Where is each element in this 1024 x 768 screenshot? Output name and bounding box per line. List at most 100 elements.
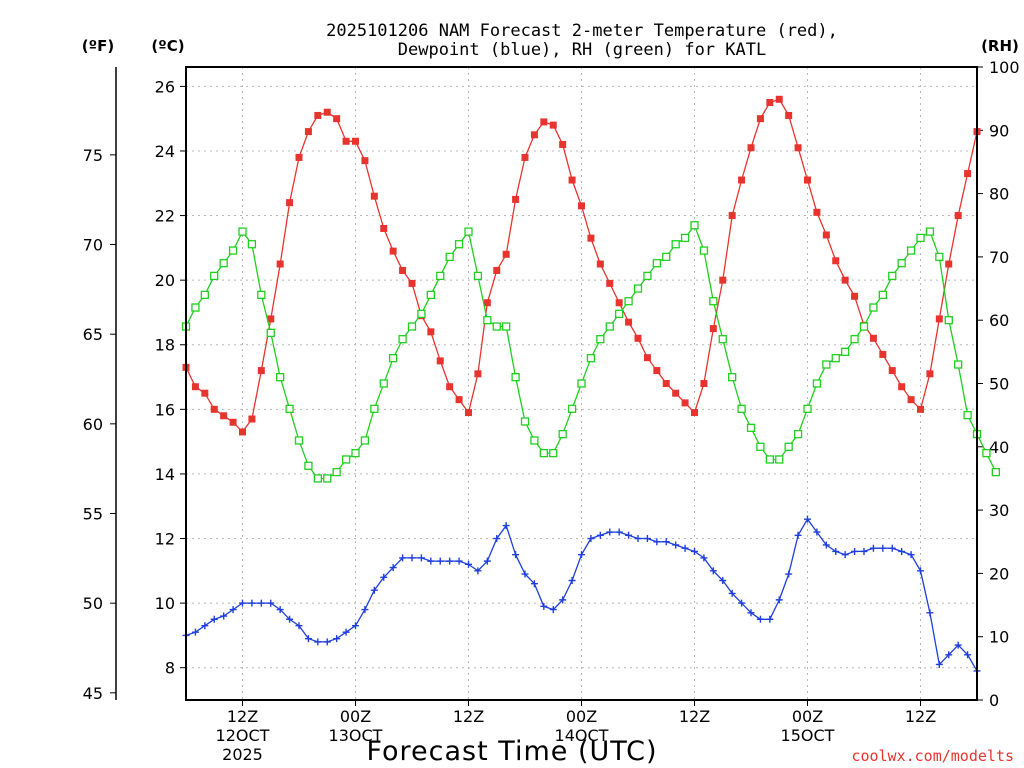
dewpoint-point bbox=[267, 599, 275, 607]
celsius-tick-label: 16 bbox=[155, 400, 175, 419]
temperature-point bbox=[804, 176, 811, 184]
temperature-point bbox=[879, 350, 887, 358]
rh-point bbox=[276, 373, 285, 382]
dewpoint-point bbox=[653, 538, 661, 546]
dewpoint-point bbox=[229, 606, 237, 614]
dewpoint-point bbox=[747, 609, 755, 617]
dewpoint-point bbox=[672, 541, 680, 549]
dewpoint-point bbox=[314, 638, 322, 646]
rh-point bbox=[228, 246, 238, 255]
fahrenheit-tick-label: 45 bbox=[83, 684, 103, 703]
temperature-point bbox=[352, 137, 359, 145]
dewpoint-point bbox=[370, 586, 378, 594]
temperature-point bbox=[662, 380, 670, 387]
time-tick-label: 13OCT bbox=[329, 726, 383, 745]
celsius-tick-label: 26 bbox=[155, 77, 175, 96]
temperature-point bbox=[945, 260, 953, 268]
rh-point bbox=[464, 227, 473, 236]
dewpoint-point bbox=[474, 567, 482, 575]
rh-point bbox=[925, 227, 935, 236]
rh-point bbox=[549, 448, 558, 458]
series-rh bbox=[181, 221, 1000, 483]
time-tick-label: 00Z bbox=[340, 707, 371, 726]
temperature-point bbox=[813, 208, 821, 216]
dewpoint-point bbox=[540, 602, 548, 610]
temperature-point bbox=[700, 380, 708, 387]
rh-point bbox=[812, 379, 822, 388]
dewpoint-point bbox=[794, 531, 802, 539]
temperature-point bbox=[540, 118, 548, 126]
rh-point bbox=[671, 240, 680, 249]
rh-point bbox=[728, 373, 737, 382]
dewpoint-point bbox=[436, 557, 444, 565]
temperature-point bbox=[841, 276, 849, 284]
dewpoint-point bbox=[756, 615, 764, 623]
dewpoint-point bbox=[738, 599, 746, 607]
dewpoint-point bbox=[361, 606, 369, 614]
rh-tick-label: 50 bbox=[989, 375, 1009, 394]
axes: 45 50 55 60 65 70 75 8 10 12 14 16 18 20 22 24 26 0 10 20 30… bbox=[83, 58, 1020, 764]
temperature-point bbox=[578, 202, 585, 210]
celsius-tick-label: 14 bbox=[155, 465, 175, 484]
celsius-tick-label: 18 bbox=[155, 336, 175, 355]
rh-tick-label: 80 bbox=[989, 185, 1009, 204]
temperature-point bbox=[832, 257, 840, 265]
celsius-axis-label: (ºC) bbox=[151, 37, 184, 55]
temperature-point bbox=[738, 176, 746, 184]
temperature-point bbox=[201, 389, 209, 397]
rh-point bbox=[407, 322, 417, 331]
dewpoint-point bbox=[945, 651, 953, 659]
dewpoint-point bbox=[333, 635, 341, 643]
dewpoint-point bbox=[766, 615, 774, 623]
rh-point bbox=[398, 335, 407, 344]
temperature-point bbox=[672, 389, 680, 397]
temperature-point bbox=[794, 144, 802, 152]
temperature-point bbox=[756, 115, 764, 123]
temperature-point bbox=[389, 247, 397, 255]
temperature-point bbox=[455, 396, 463, 404]
dewpoint-point bbox=[935, 660, 943, 668]
dewpoint-point bbox=[851, 547, 859, 555]
dewpoint-point bbox=[239, 599, 246, 607]
temperature-point bbox=[229, 418, 237, 426]
rh-point bbox=[991, 467, 1000, 477]
fahrenheit-tick-label: 50 bbox=[83, 594, 103, 613]
dewpoint-point bbox=[898, 547, 906, 555]
rh-tick-label: 100 bbox=[989, 58, 1020, 77]
rh-point bbox=[699, 246, 709, 255]
dewpoint-point bbox=[559, 596, 567, 604]
dewpoint-point bbox=[700, 554, 708, 562]
rh-point bbox=[982, 448, 991, 458]
dewpoint-point bbox=[907, 551, 915, 559]
temperature-point bbox=[474, 370, 482, 378]
dewpoint-point bbox=[465, 560, 472, 568]
rh-point bbox=[520, 417, 530, 426]
rh-point bbox=[436, 271, 445, 281]
chart-title: 2025101206 NAM Forecast 2-meter Temperat… bbox=[326, 21, 838, 60]
dewpoint-point bbox=[775, 596, 783, 604]
time-tick-label: 12Z bbox=[453, 707, 484, 726]
temperature-point bbox=[512, 195, 520, 203]
temperature-point bbox=[465, 409, 472, 417]
dewpoint-point bbox=[879, 544, 887, 552]
rh-point bbox=[906, 246, 916, 255]
temperature-point bbox=[427, 328, 435, 336]
dewpoint-point bbox=[719, 577, 727, 585]
time-tick-label: 12Z bbox=[905, 707, 936, 726]
dewpoint-point bbox=[502, 522, 510, 530]
temperature-point bbox=[643, 354, 651, 362]
dewpoint-point bbox=[389, 564, 397, 572]
temperature-point bbox=[304, 128, 312, 136]
rh-point bbox=[200, 290, 209, 300]
rh-point bbox=[756, 442, 765, 451]
dewpoint-point bbox=[728, 589, 736, 597]
rh-point bbox=[803, 404, 812, 413]
time-tick-label: 2025 bbox=[222, 745, 263, 764]
rh-point bbox=[878, 290, 887, 300]
celsius-tick-label: 10 bbox=[155, 594, 175, 613]
temperature-point bbox=[888, 367, 896, 375]
temperature-point bbox=[728, 212, 736, 220]
rh-point bbox=[935, 252, 944, 262]
celsius-tick-label: 12 bbox=[155, 530, 175, 549]
